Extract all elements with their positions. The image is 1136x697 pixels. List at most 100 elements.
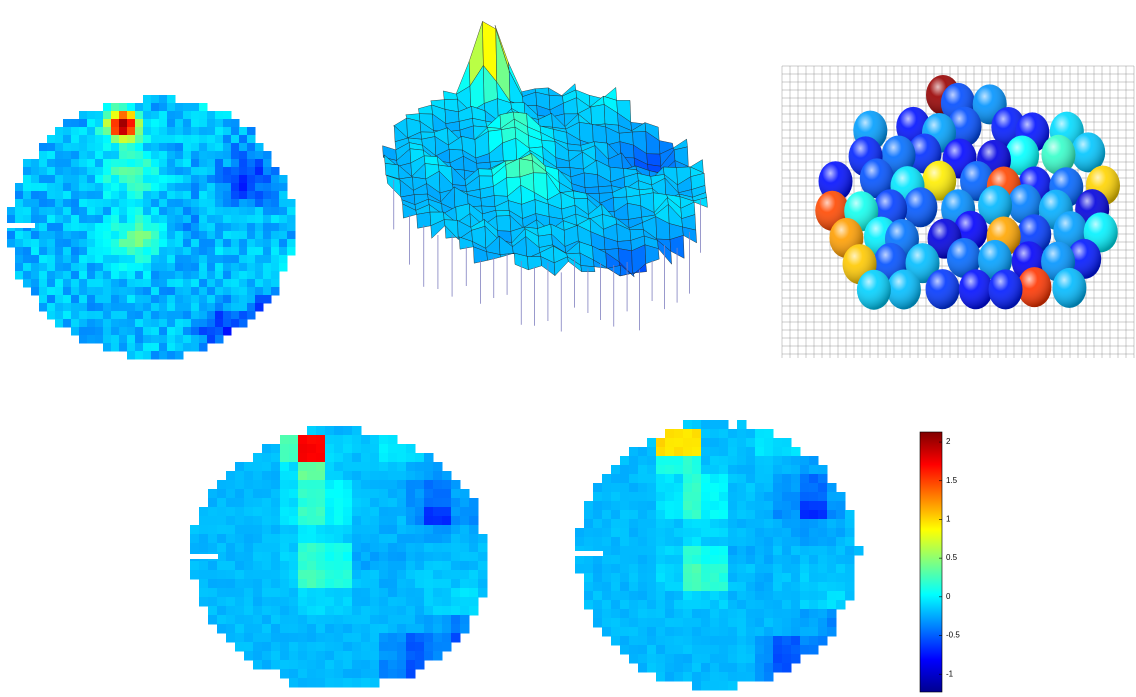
heatmap-cell — [247, 127, 256, 136]
gap — [188, 554, 218, 559]
heatmap-cell — [334, 561, 344, 571]
heatmap-cell — [39, 151, 48, 160]
heatmap-cell — [271, 175, 280, 184]
heatmap-cell — [352, 507, 362, 517]
heatmap-cell — [620, 528, 630, 538]
heatmap-cell — [728, 645, 738, 655]
heatmap-cell — [280, 615, 290, 625]
heatmap-cell — [244, 606, 254, 616]
heatmap-cell — [611, 492, 621, 502]
surface-face — [590, 104, 606, 126]
heatmap-cell — [271, 606, 281, 616]
heatmap-cell — [111, 111, 120, 120]
heatmap-cell — [119, 159, 128, 168]
heatmap-cell — [199, 516, 209, 526]
heatmap-cell — [307, 480, 317, 490]
heatmap-cell — [151, 95, 160, 104]
heatmap-cell — [95, 319, 104, 328]
heatmap-cell — [223, 271, 232, 280]
heatmap-cell — [575, 537, 585, 547]
heatmap-cell — [143, 199, 152, 208]
heatmap-cell — [253, 543, 263, 553]
heatmap-cell — [719, 564, 729, 574]
heatmap-cell — [143, 103, 152, 112]
heatmap-cell — [255, 279, 264, 288]
heatmap-cell — [151, 183, 160, 192]
heatmap-cell — [683, 591, 693, 601]
heatmap-cell — [47, 271, 56, 280]
heatmap-cell — [271, 633, 281, 643]
heatmap-cell — [442, 624, 452, 634]
heatmap-cell — [683, 474, 693, 484]
heatmap-cell — [424, 597, 434, 607]
heatmap-cell — [638, 591, 648, 601]
heatmap-cell — [127, 135, 136, 144]
heatmap-cell — [388, 633, 398, 643]
heatmap-cell — [262, 552, 272, 562]
heatmap-cell — [800, 600, 810, 610]
heatmap-cell — [167, 167, 176, 176]
surface-face — [444, 109, 460, 124]
heatmap-cell — [87, 167, 96, 176]
heatmap-cell — [289, 651, 299, 661]
heatmap-cell — [629, 573, 639, 583]
heatmap-cell — [755, 627, 765, 637]
heatmap-cell — [111, 215, 120, 224]
heatmap-cell — [271, 651, 281, 661]
heatmap-cell — [247, 143, 256, 152]
heatmap-cell — [809, 627, 819, 637]
heatmap-cell — [143, 127, 152, 136]
heatmap-cell — [469, 543, 479, 553]
heatmap-cell — [316, 570, 326, 580]
heatmap-cell — [397, 669, 407, 679]
heatmap-cell — [370, 579, 380, 589]
heatmap-cell — [255, 223, 264, 232]
heatmap-cell — [239, 175, 248, 184]
heatmap-cell — [159, 255, 168, 264]
heatmap-cell — [119, 343, 128, 352]
heatmap-cell — [95, 271, 104, 280]
heatmap-cell — [370, 462, 380, 472]
heatmap-cell — [665, 663, 675, 673]
heatmap-cell — [683, 528, 693, 538]
heatmap-cell — [255, 255, 264, 264]
heatmap-cell — [103, 231, 112, 240]
heatmap-cell — [737, 627, 747, 637]
heatmap-cell — [406, 543, 416, 553]
heatmap-cell — [191, 263, 200, 272]
heatmap-cell — [352, 642, 362, 652]
heatmap-cell — [316, 498, 326, 508]
heatmap-cell — [71, 159, 80, 168]
heatmap-cell — [370, 651, 380, 661]
heatmap-cell — [47, 239, 56, 248]
heatmap-cell — [103, 183, 112, 192]
heatmap-cell — [271, 231, 280, 240]
heatmap-cell — [223, 255, 232, 264]
heatmap-cell — [827, 537, 837, 547]
heatmap-cell — [175, 103, 184, 112]
heatmap-cell — [143, 159, 152, 168]
heatmap-cell — [728, 537, 738, 547]
heatmap-cell — [191, 135, 200, 144]
heatmap-cell — [103, 103, 112, 112]
heatmap-cell — [63, 191, 72, 200]
heatmap-cell — [773, 555, 783, 565]
heatmap-cell — [262, 624, 272, 634]
heatmap-cell — [388, 597, 398, 607]
heatmap-cell — [289, 624, 299, 634]
heatmap-cell — [620, 609, 630, 619]
heatmap-cell — [836, 600, 846, 610]
heatmap-cell — [253, 588, 263, 598]
heatmap-cell — [334, 678, 344, 688]
heatmap-cell — [665, 474, 675, 484]
heatmap-cell — [728, 519, 738, 529]
heatmap-cell — [325, 435, 335, 445]
heatmap-cell — [710, 492, 720, 502]
heatmap-cell — [191, 215, 200, 224]
heatmap-cell — [55, 143, 64, 152]
heatmap-cell — [406, 471, 416, 481]
heatmap-cell — [316, 642, 326, 652]
heatmap-cell — [584, 537, 594, 547]
heatmap-cell — [334, 444, 344, 454]
heatmap-cell — [119, 223, 128, 232]
